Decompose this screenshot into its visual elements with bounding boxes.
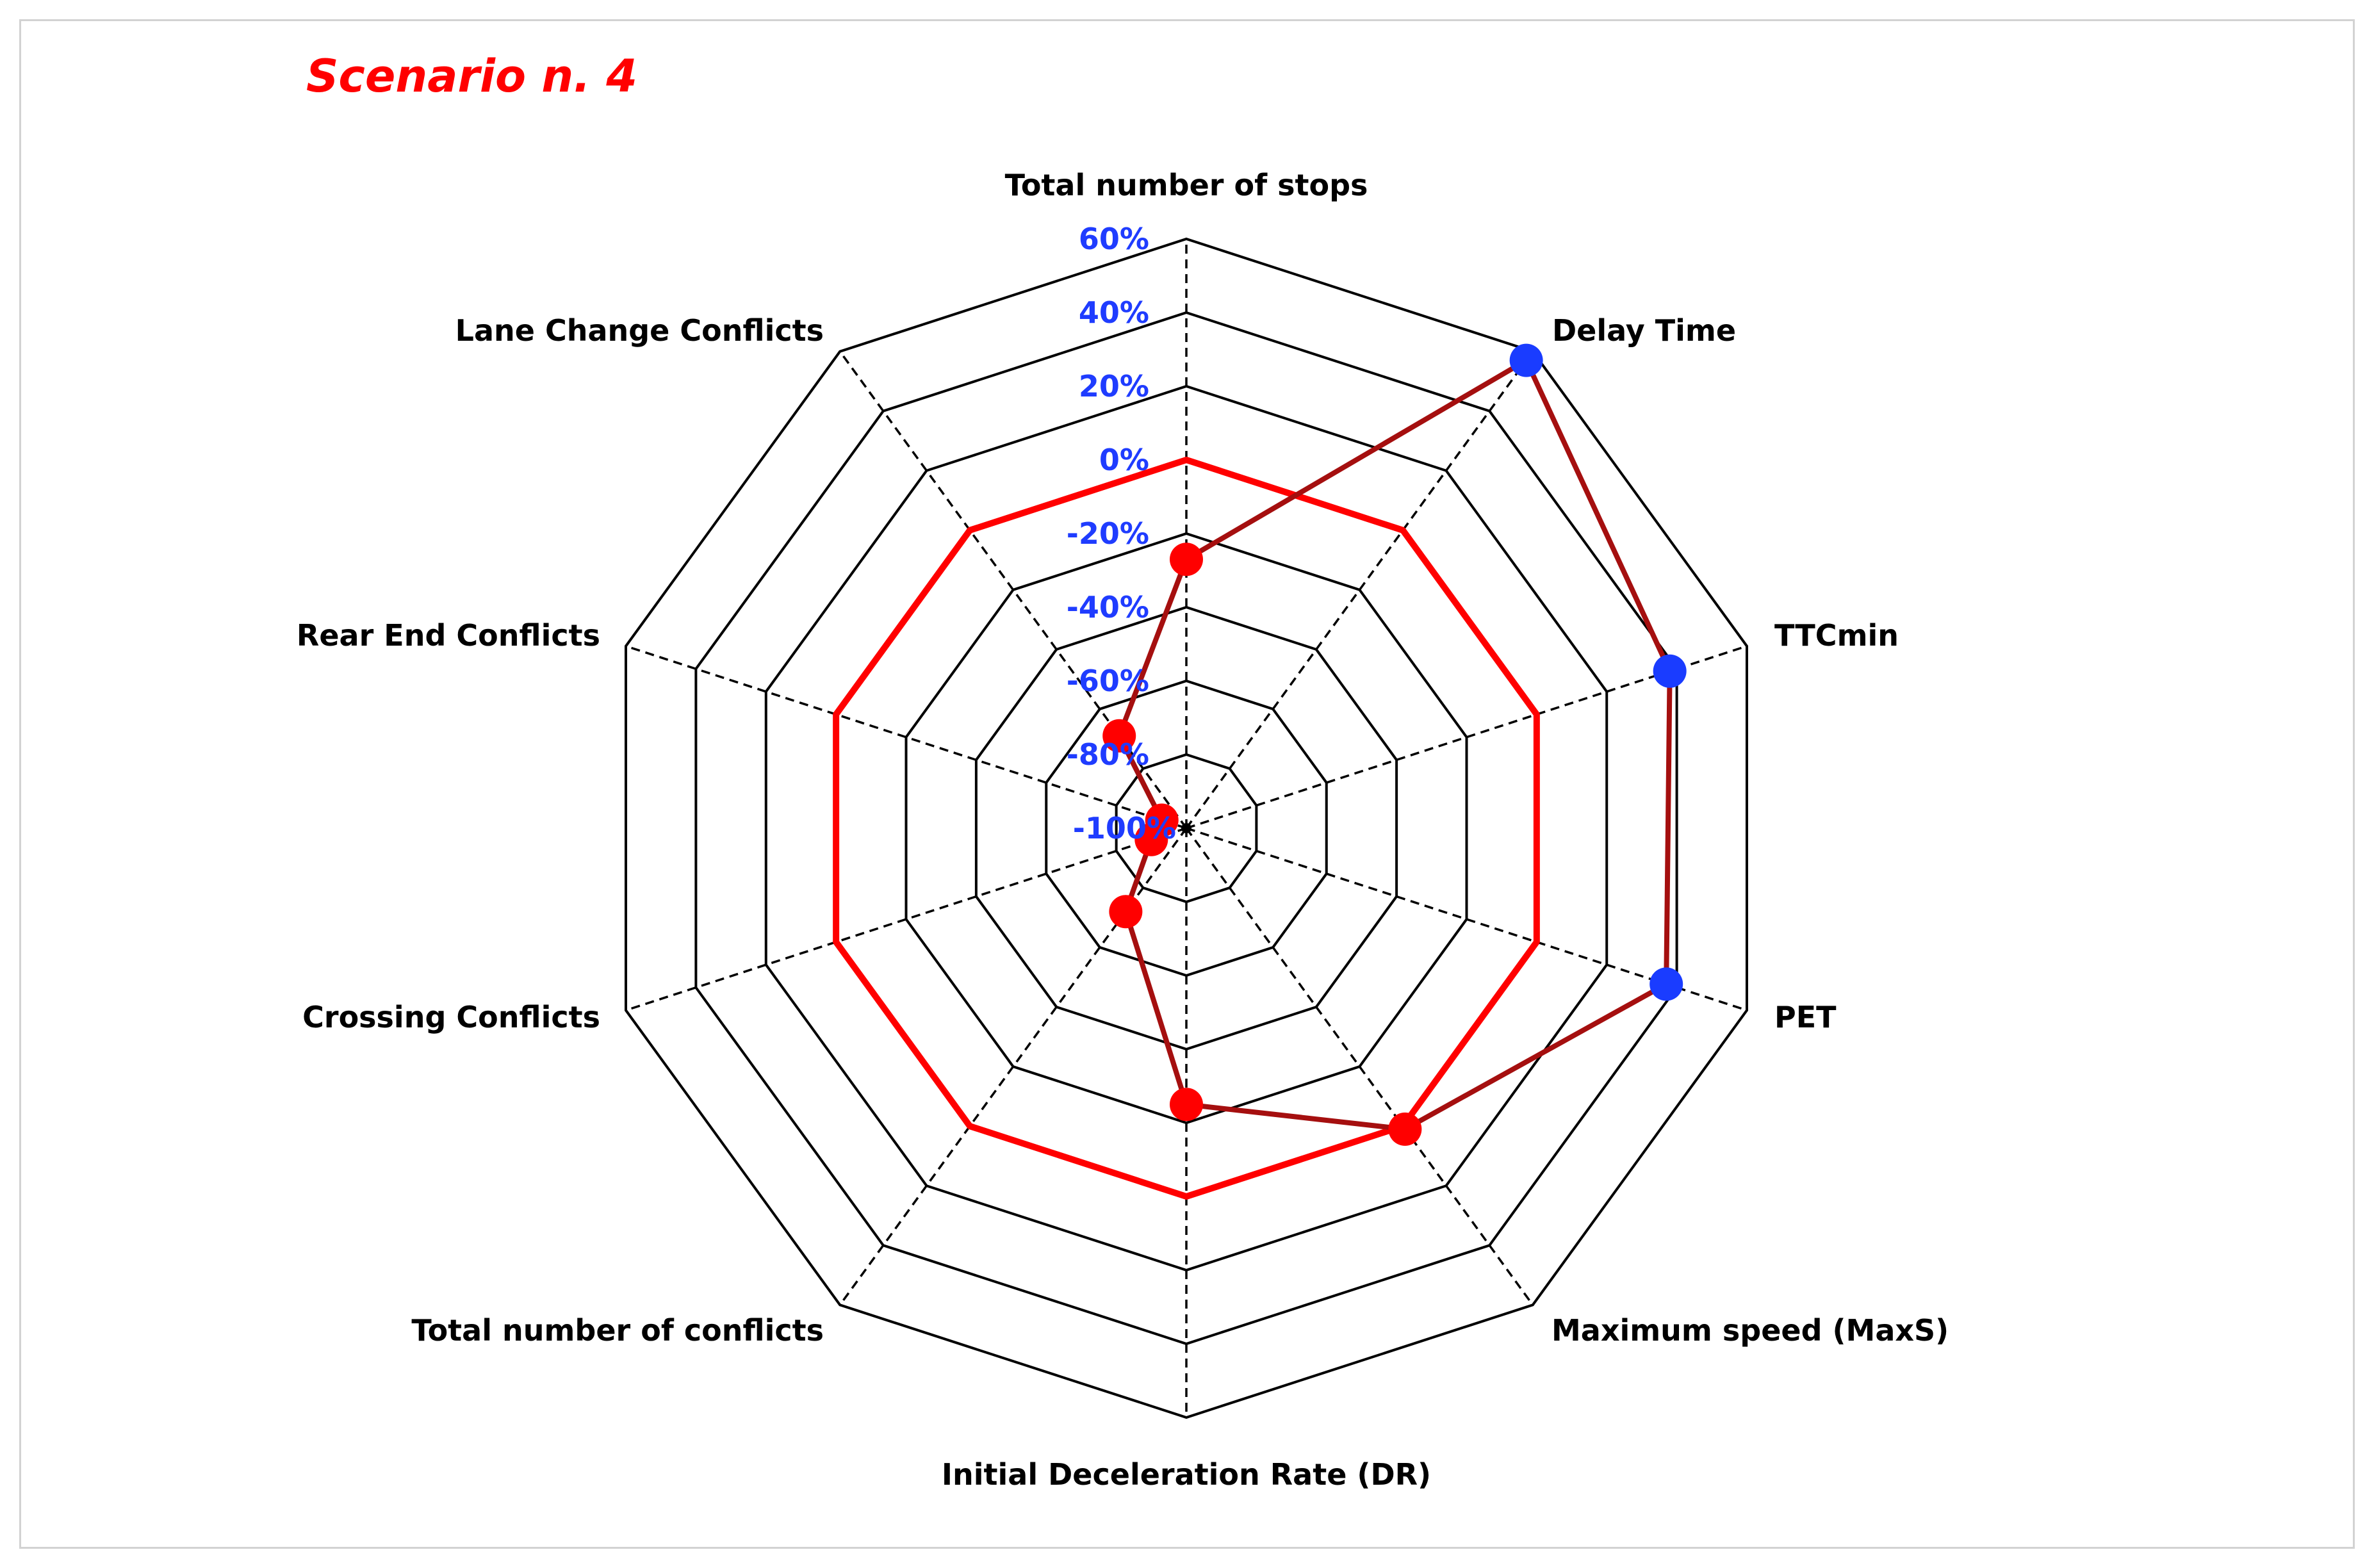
data-point [1145,803,1179,837]
axis-spoke [839,827,1188,1306]
category-label: Initial Deceleration Rate (DR) [942,1457,1431,1492]
data-series [833,343,1687,1200]
center-marker [1181,823,1191,833]
data-point [1109,895,1143,929]
tick-label: -100% [1073,811,1176,845]
grid-ring-7 [625,237,1748,1419]
axis-spokes [625,239,1748,1417]
data-point [1650,967,1683,1001]
data-point [1653,654,1687,688]
data-point [1509,343,1543,377]
category-labels: Total number of stops Delay Time TTCmin PET… [297,168,1949,1492]
data-point [1102,719,1136,753]
tick-label: -40% [1067,590,1149,625]
axis-spoke [1185,350,1534,829]
data-point [1170,543,1203,576]
tick-label: -60% [1067,664,1149,698]
axis-spoke [1186,645,1748,829]
axis-spoke [839,350,1188,829]
tick-label: 0% [1099,443,1149,477]
tick-label: 20% [1079,369,1149,404]
category-label: Total number of stops [1005,168,1368,202]
category-label: PET [1774,1000,1837,1034]
axis-spoke [625,827,1187,1011]
series-line-1 [1117,357,1673,1132]
tick-labels: -100% -80% -60% -40% -20% 0% 20% 40% 60% [1067,222,1191,845]
category-label: Maximum speed (MaxS) [1551,1313,1949,1348]
series-line-0 [833,457,1540,1200]
tick-label: 40% [1079,295,1149,330]
data-point [1170,1088,1203,1122]
category-label: Total number of conflicts [411,1313,824,1348]
axis-spoke [1185,827,1534,1306]
tick-label: -80% [1067,737,1149,772]
category-label: Delay Time [1552,313,1736,348]
category-label: Lane Change Conflicts [455,313,824,348]
tick-label: -20% [1067,516,1149,551]
axis-spoke [625,645,1187,829]
data-point [1388,1112,1422,1146]
tick-label: 60% [1079,222,1149,256]
category-label: Rear End Conflicts [297,618,600,653]
category-label: Crossing Conflicts [302,1000,600,1034]
category-label: TTCmin [1774,618,1899,653]
chart-title: Scenario n. 4 [306,50,637,102]
